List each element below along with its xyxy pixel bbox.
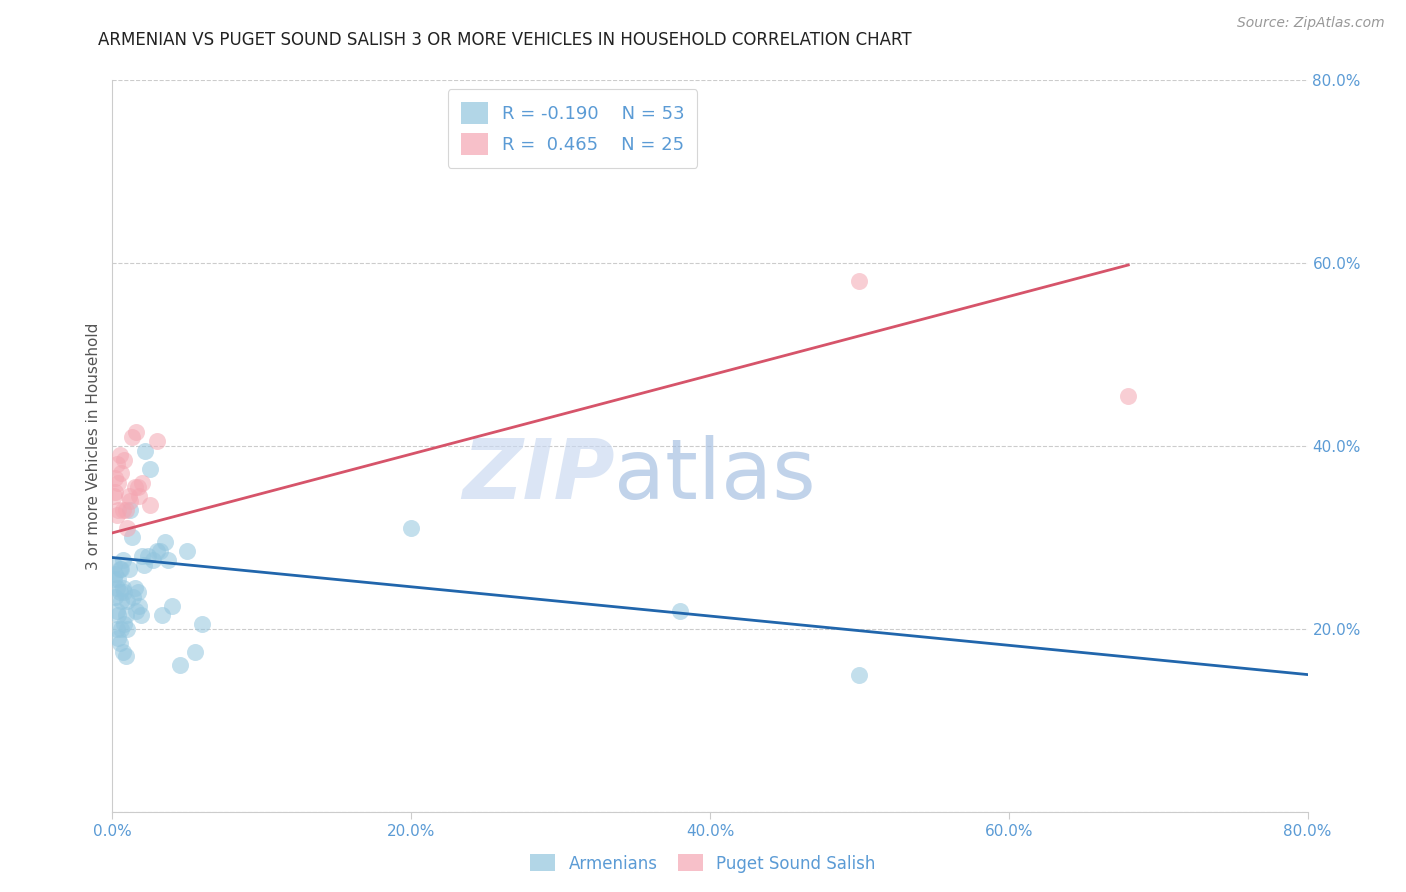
Text: Source: ZipAtlas.com: Source: ZipAtlas.com — [1237, 16, 1385, 30]
Point — [128, 489, 150, 503]
Legend: Armenians, Puget Sound Salish: Armenians, Puget Sound Salish — [524, 847, 882, 880]
Point — [114, 617, 135, 632]
Point — [127, 585, 149, 599]
Point — [115, 608, 138, 623]
Point — [111, 645, 134, 659]
Point — [156, 553, 179, 567]
Point — [107, 475, 129, 490]
Point — [125, 425, 148, 440]
Point — [111, 553, 134, 567]
Point — [104, 590, 127, 604]
Point — [108, 562, 131, 576]
Point — [138, 549, 160, 563]
Point — [169, 658, 191, 673]
Point — [110, 594, 132, 608]
Point — [124, 581, 146, 595]
Point — [104, 471, 127, 485]
Point — [127, 480, 149, 494]
Point — [107, 503, 129, 517]
Point — [162, 599, 183, 613]
Point — [117, 594, 139, 608]
Point — [134, 443, 156, 458]
Point — [105, 603, 128, 617]
Point — [128, 599, 150, 613]
Point — [121, 430, 143, 444]
Point — [107, 608, 129, 623]
Point — [103, 572, 125, 586]
Point — [108, 635, 131, 649]
Point — [103, 489, 125, 503]
Point — [139, 462, 162, 476]
Point — [146, 434, 169, 449]
Point — [105, 581, 128, 595]
Point — [105, 457, 128, 471]
Point — [176, 544, 198, 558]
Point — [146, 544, 169, 558]
Point — [108, 585, 131, 599]
Point — [124, 480, 146, 494]
Point — [150, 608, 173, 623]
Point — [111, 581, 134, 595]
Point — [142, 553, 165, 567]
Point — [118, 562, 141, 576]
Point — [122, 590, 145, 604]
Text: atlas: atlas — [614, 434, 815, 516]
Point — [111, 503, 134, 517]
Point — [104, 567, 127, 582]
Point — [139, 499, 162, 513]
Point — [115, 503, 138, 517]
Point — [103, 558, 125, 572]
Y-axis label: 3 or more Vehicles in Household: 3 or more Vehicles in Household — [86, 322, 101, 570]
Point — [107, 572, 129, 586]
Point — [117, 622, 139, 636]
Point — [114, 452, 135, 467]
Point — [149, 544, 172, 558]
Point — [114, 585, 135, 599]
Point — [183, 645, 205, 659]
Point — [153, 535, 176, 549]
Point — [129, 608, 152, 623]
Legend: R = -0.190    N = 53, R =  0.465    N = 25: R = -0.190 N = 53, R = 0.465 N = 25 — [449, 89, 697, 168]
Point — [121, 530, 143, 544]
Point — [104, 484, 127, 499]
Point — [132, 558, 155, 572]
Point — [125, 603, 148, 617]
Point — [120, 494, 142, 508]
Point — [401, 521, 423, 535]
Point — [110, 622, 132, 636]
Point — [669, 603, 692, 617]
Point — [191, 617, 214, 632]
Point — [105, 622, 128, 636]
Point — [120, 503, 142, 517]
Point — [117, 521, 139, 535]
Point — [107, 631, 129, 645]
Point — [131, 549, 153, 563]
Point — [118, 489, 141, 503]
Point — [848, 275, 870, 289]
Text: ARMENIAN VS PUGET SOUND SALISH 3 OR MORE VEHICLES IN HOUSEHOLD CORRELATION CHART: ARMENIAN VS PUGET SOUND SALISH 3 OR MORE… — [98, 31, 912, 49]
Point — [1118, 389, 1140, 403]
Point — [848, 667, 870, 681]
Point — [110, 467, 132, 481]
Point — [105, 508, 128, 522]
Point — [110, 562, 132, 576]
Point — [115, 649, 138, 664]
Text: ZIP: ZIP — [461, 434, 614, 516]
Point — [108, 448, 131, 462]
Point — [131, 475, 153, 490]
